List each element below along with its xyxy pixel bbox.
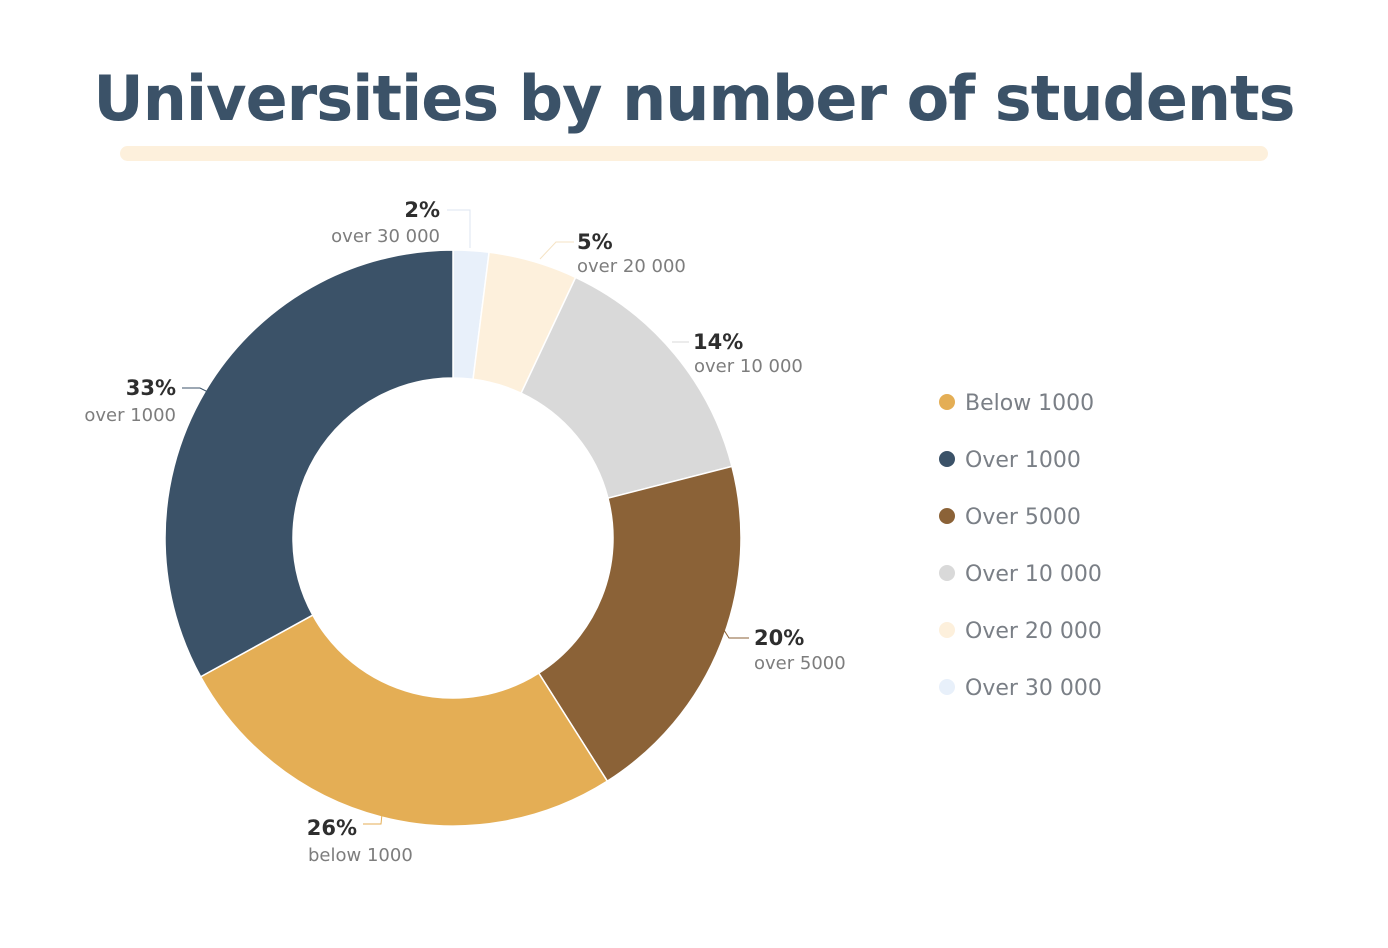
legend-item: Below 1000 — [939, 391, 1094, 416]
legend-label: Over 30 000 — [965, 676, 1102, 701]
slice-label: 5%over 20 000 — [539, 230, 686, 277]
chart-title: Universities by number of students — [93, 62, 1295, 135]
slice-percent: 26% — [307, 816, 357, 840]
leader-line — [182, 387, 211, 394]
slice-percent: 33% — [126, 376, 176, 400]
leader-line — [363, 813, 383, 825]
slice-over-1000 — [164, 249, 454, 678]
legend-swatch — [939, 679, 955, 695]
slice-label: 26% below 1000 — [307, 813, 413, 866]
slice-category: over 10 000 — [694, 356, 803, 377]
slice-label: 20% over 5000 — [721, 626, 846, 674]
slice-percent: 2% — [404, 198, 440, 222]
slice-percent: 20% — [754, 626, 804, 650]
legend-swatch — [939, 508, 955, 524]
slice-category: over 1000 — [84, 405, 176, 426]
slice-category: over 20 000 — [577, 256, 686, 277]
legend-swatch — [939, 394, 955, 410]
legend-item: Over 20 000 — [939, 619, 1102, 644]
legend-item: Over 30 000 — [939, 676, 1102, 701]
legend-swatch — [939, 451, 955, 467]
slice-percent: 5% — [577, 230, 613, 254]
legend-swatch — [939, 565, 955, 581]
slice-label: 14%over 10 000 — [672, 330, 803, 377]
legend-label: Over 5000 — [965, 505, 1081, 530]
slice-category: over 5000 — [754, 653, 846, 674]
legend-label: Over 1000 — [965, 448, 1081, 473]
leader-line — [721, 626, 749, 639]
legend-label: Below 1000 — [965, 391, 1094, 416]
legend-item: Over 5000 — [939, 505, 1081, 530]
leader-line — [539, 241, 574, 260]
slice-label: 33% over 1000 — [84, 376, 211, 426]
slice-category: below 1000 — [308, 845, 413, 866]
legend-label: Over 20 000 — [965, 619, 1102, 644]
slice-category: over 30 000 — [331, 226, 440, 247]
title-underline — [120, 146, 1268, 161]
slice-percent: 14% — [693, 330, 743, 354]
slice-below-1000 — [199, 614, 609, 827]
leader-line — [447, 209, 471, 248]
slice-over-5000 — [537, 465, 742, 783]
legend-item: Over 1000 — [939, 448, 1081, 473]
legend-swatch — [939, 622, 955, 638]
legend-label: Over 10 000 — [965, 562, 1102, 587]
slice-label: 2% over 30 000 — [331, 198, 471, 248]
legend-item: Over 10 000 — [939, 562, 1102, 587]
